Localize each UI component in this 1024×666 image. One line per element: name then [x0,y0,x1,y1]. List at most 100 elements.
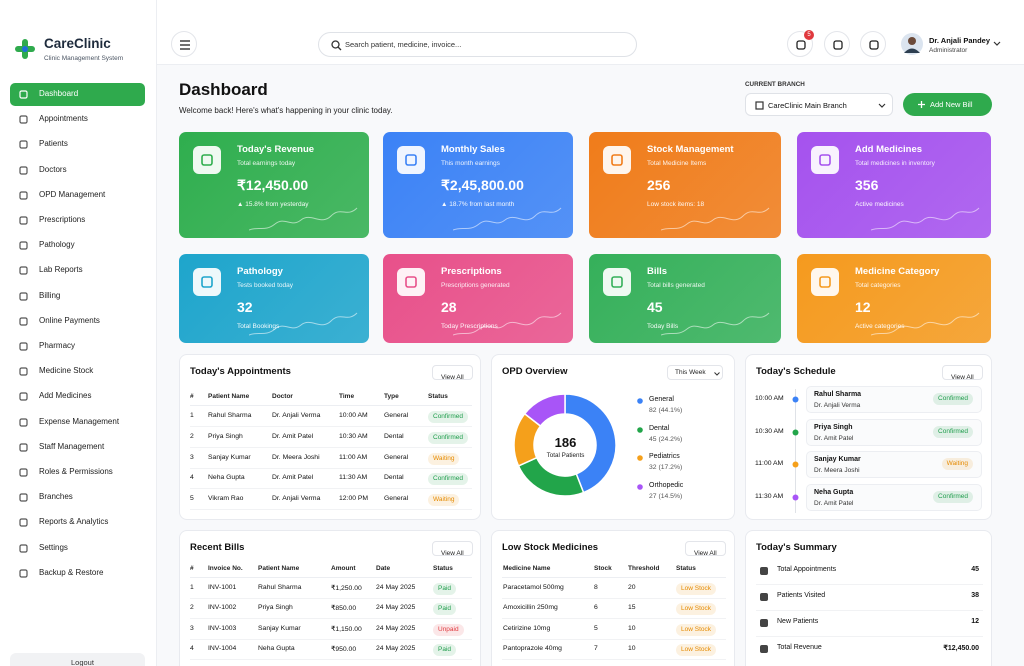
search-box[interactable]: Search patient, medicine, invoice... [318,32,637,57]
summary-label: Total Appointments [777,566,837,573]
menu-item[interactable]: Dashboard [10,83,145,106]
menu-label: Billing [39,290,61,300]
divider [190,659,472,661]
icon [19,291,28,301]
summary-icon [760,567,768,575]
glyph [405,276,417,288]
icon [611,154,623,166]
branch-select[interactable]: CareClinic Main Branch [745,93,893,116]
low-stock-panel: Low Stock Medicines View All Medicine Name… [491,530,735,666]
status-badge: Paid [433,583,457,595]
search-glyph [337,46,342,51]
period-select[interactable]: This Week [667,365,723,380]
stat-note: Today Bills [647,323,679,331]
menu-item[interactable]: Medicine Stock [10,360,145,383]
stat-card[interactable]: Add Medicines Total medicines in inventor… [797,132,991,238]
icon [819,154,831,166]
view-all-button[interactable]: View All [942,365,983,381]
view-all-button[interactable]: View All [432,541,473,557]
icon [405,276,417,288]
stat-card[interactable]: Monthly Sales This month earnings ₹2,45,80… [383,132,573,238]
table-cell: 2 [190,432,194,440]
table-cell: 1 [190,412,194,419]
menu-label: Roles & Permissions [39,467,113,476]
menu-item[interactable]: Patients [10,133,145,156]
menu-item[interactable]: Settings [10,537,145,560]
stat-card[interactable]: Pathology Tests booked today 32 Total Booki… [179,254,369,343]
icon-button[interactable] [860,31,886,57]
summary-label: New Patients [777,618,819,625]
table-cell: General [384,495,409,503]
icon [19,115,28,124]
legend-count: 27 [649,492,657,500]
menu-item[interactable]: Pathology [10,234,145,257]
icon [19,241,28,250]
menu-item[interactable]: Add Medicines [10,385,145,408]
view-all-button[interactable]: View All [685,541,726,557]
table-cell: 6 [594,604,598,612]
menu-item[interactable]: Branches [10,486,145,509]
menu-item[interactable]: Backup & Restore [10,562,145,585]
logout-button[interactable]: Logout [10,653,145,666]
table-cell: Cetirizine 10mg [503,624,551,632]
icon [405,154,417,166]
menu-item[interactable]: OPD Management [10,184,145,207]
table-cell: INV-1001 [208,584,237,591]
menu-item[interactable]: Pharmacy [10,335,145,358]
schedule-time: 10:30 AM [755,427,784,435]
icon [760,619,768,627]
schedule-patient: Rahul Sharma [814,391,862,398]
icon [760,645,768,653]
menu-item[interactable]: Reports & Analytics [10,511,145,534]
legend-dot [637,426,643,433]
menu-item[interactable]: Appointments [10,108,145,131]
icon [760,567,768,575]
status-badge: Waiting [941,458,973,471]
stat-card[interactable]: Stock Management Total Medicine Items 256 L… [589,132,781,238]
schedule-item: Sanjay Kumar Dr. Meera Joshi Waiting [806,451,982,479]
icon [331,40,342,51]
stat-subtitle: Total Medicine Items [647,160,707,168]
table-cell: 3 [190,453,194,461]
status-badge: Confirmed [428,431,468,444]
branch-name: CareClinic Main Branch [768,101,847,110]
icon-button[interactable] [824,31,850,57]
table-cell: ₹1,250.00 [331,585,362,592]
legend-name: Orthopedic [649,481,684,489]
menu-item[interactable]: Lab Reports [10,259,145,282]
add-bill-label: Add New Bill [930,100,973,109]
menu-item[interactable]: Online Payments [10,310,145,333]
menu-item[interactable]: Staff Management [10,436,145,459]
legend-dot [637,398,643,404]
menu-item[interactable]: Doctors [10,159,145,182]
icon [637,426,643,433]
legend-count: 82 [649,407,657,414]
table-cell: INV-1004 [208,645,237,653]
schedule-item: Rahul Sharma Dr. Anjali Verma Confirmed [806,386,982,413]
stat-card[interactable]: Prescriptions Prescriptions generated 28 To… [383,254,573,343]
table-cell: 20 [628,584,636,591]
menu-item[interactable]: Billing [10,285,145,308]
stat-card[interactable]: Today's Revenue Total earnings today ₹12,4… [179,132,369,238]
menu-toggle[interactable] [171,31,197,57]
view-all-button[interactable]: View All [432,365,473,381]
icon [871,207,980,231]
avatar-body [904,48,920,53]
stat-subtitle: Total earnings today [237,160,296,168]
menu-label: Doctors [39,164,67,174]
status-badge: Unpaid [433,623,464,636]
menu-item[interactable]: Expense Management [10,411,145,434]
menu-item[interactable]: Prescriptions [10,209,145,232]
stat-card[interactable]: Medicine Category Total categories 12 Activ… [797,254,991,343]
divider [190,598,472,599]
schedule-patient: Sanjay Kumar [814,456,861,464]
stat-card[interactable]: Bills Total bills generated 45 Today Bills [589,254,781,343]
table-cell: 11:00 AM [339,453,368,461]
table-cell: Neha Gupta [208,474,245,482]
menu-item[interactable]: Roles & Permissions [10,461,145,484]
icon [19,569,28,578]
add-bill-button[interactable]: Add New Bill [903,93,992,116]
summary-label: Total Revenue [777,644,822,651]
brand: CareClinic [44,35,111,51]
summary-value: 45 [971,566,979,573]
